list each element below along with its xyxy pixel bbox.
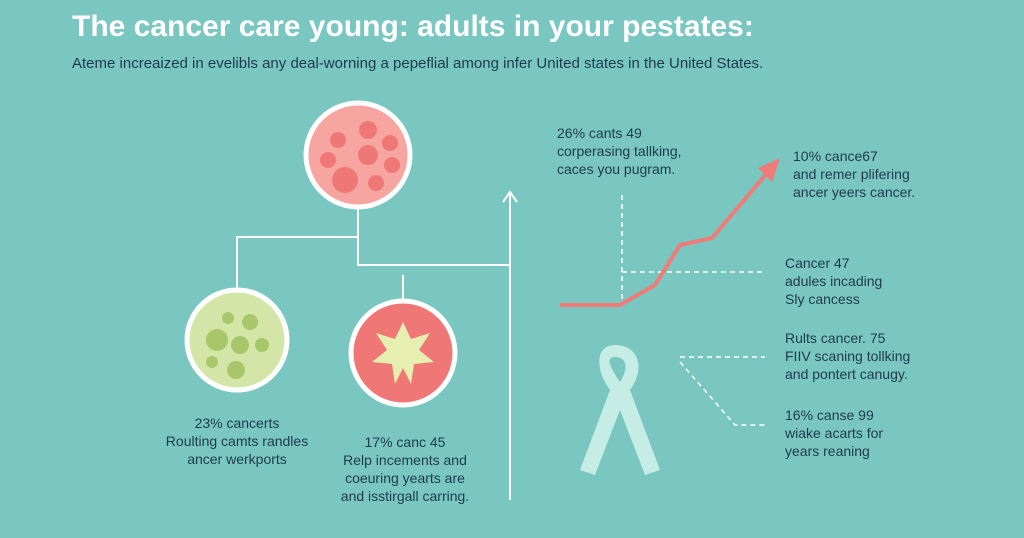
label-line: 26% cants 49 [557,125,642,141]
subtitle: Ateme increaized in evelibls any deal-wo… [72,55,763,72]
label-line: Relp incements and [343,452,467,468]
label-line: and isstirgall carring. [341,488,469,504]
label-line: Cancer 47 [785,255,850,271]
label-line: 16% canse 99 [785,407,874,423]
label-line: 17% canc 45 [365,434,446,450]
label-line: 23% cancerts [195,415,280,431]
label-line: Rults cancer. 75 [785,330,886,346]
label-line: and pontert canugy. [785,366,908,382]
label-line: FIIV scaning tollking [785,348,910,364]
label-line: wiake acarts for [784,425,883,441]
label-line: years reaning [785,443,870,459]
label-line: ancer yeers cancer. [793,184,915,200]
title: The cancer care young: adults in your pe… [72,10,754,43]
label-line: caces you pugram. [557,161,675,177]
label-line: coeuring yearts are [345,470,465,486]
green-circle [184,287,290,393]
ribbon [580,345,660,475]
label-line: Sly cancess [785,291,860,307]
label-line: corperasing tallking, [557,143,682,159]
connectors [236,190,518,500]
labels: 23% cancerts Roulting camts randles ancer … [166,125,915,504]
trend [560,158,780,426]
label-line: and remer plifering [793,166,910,182]
top-circle [303,100,413,210]
label-line: 10% cance67 [793,148,878,164]
label-line: ancer werkports [187,451,287,467]
label-line: Roulting camts randles [166,433,308,449]
label-line: adules incading [785,273,882,289]
red-circle [348,298,458,408]
